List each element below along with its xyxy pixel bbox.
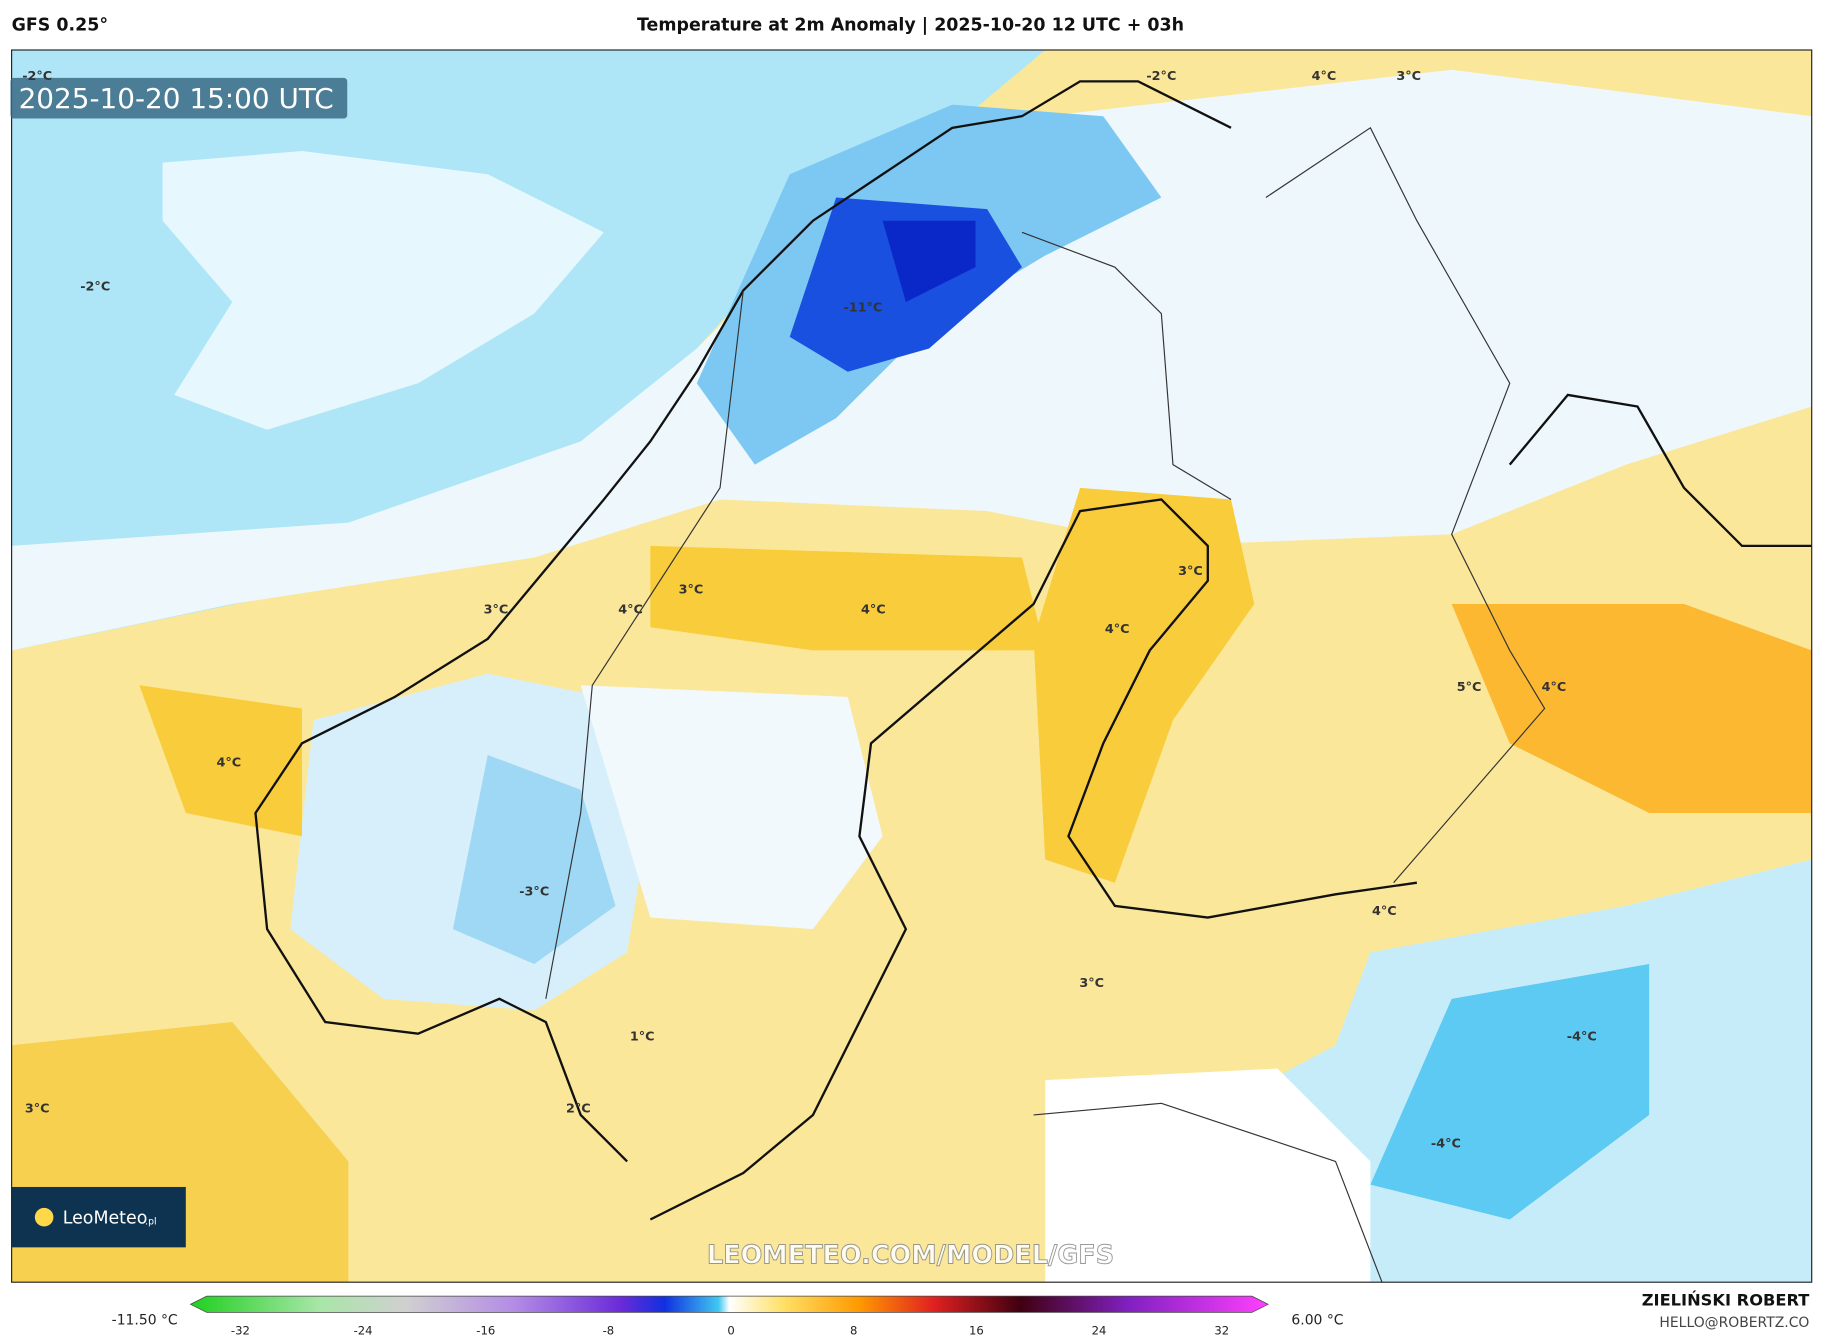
map-label: 4°C xyxy=(1312,69,1337,84)
map-label: 4°C xyxy=(1105,622,1130,637)
author-email: HELLO@ROBERTZ.CO xyxy=(1659,1315,1809,1331)
map-label: -2°C xyxy=(80,279,110,294)
borders xyxy=(545,126,1546,1283)
colorbar-tick-label: 16 xyxy=(969,1323,984,1337)
map-label: 4°C xyxy=(1372,904,1397,919)
logo-suffix: .pl xyxy=(145,1216,156,1227)
map-label: -2°C xyxy=(22,69,52,84)
map-label: 4°C xyxy=(618,602,643,617)
map-label: -4°C xyxy=(1431,1136,1461,1151)
map-label: 3°C xyxy=(679,583,704,598)
map-label: 4°C xyxy=(216,756,241,771)
map-label: 5°C xyxy=(1457,680,1482,695)
map-label: 3°C xyxy=(25,1102,50,1117)
map-label: 1°C xyxy=(630,1030,655,1045)
colorbar-min: -11.50 °C xyxy=(112,1313,178,1329)
map-frame xyxy=(11,49,1813,1283)
map-label: -2°C xyxy=(1146,69,1176,84)
coastline xyxy=(254,80,1812,1221)
colorbar-max: 6.00 °C xyxy=(1291,1313,1343,1329)
map-label: 3°C xyxy=(1396,69,1421,84)
title: Temperature at 2m Anomaly | 2025-10-20 1… xyxy=(637,16,1184,36)
map-label: 4°C xyxy=(861,602,886,617)
model-name: GFS 0.25° xyxy=(12,16,108,36)
map-label: 3°C xyxy=(1178,564,1203,579)
map-label: 3°C xyxy=(1079,976,1104,991)
timestamp-box xyxy=(10,77,348,119)
logo-sun xyxy=(34,1207,54,1227)
map-label: -4°C xyxy=(1567,1030,1597,1045)
map-label: -11°C xyxy=(843,300,882,315)
map-label: -3°C xyxy=(519,884,549,899)
colorbar-tick-label: -32 xyxy=(231,1323,250,1337)
colorbar xyxy=(189,1295,1269,1313)
map-label: 4°C xyxy=(1542,680,1567,695)
colorbar-tick-label: 24 xyxy=(1092,1323,1107,1337)
colorbar-tick-label: -24 xyxy=(354,1323,373,1337)
colorbar-tick-label: -8 xyxy=(603,1323,615,1337)
logo-name: LeoMeteo xyxy=(63,1208,148,1228)
map-label: 2°C xyxy=(566,1102,591,1117)
colorbar-tick-label: 32 xyxy=(1214,1323,1229,1337)
watermark: LEOMETEO.COM/MODEL/GFS xyxy=(707,1241,1114,1271)
timestamp: 2025-10-20 15:00 UTC xyxy=(19,82,334,115)
colorbar-tick-label: -16 xyxy=(476,1323,495,1337)
map-field xyxy=(11,49,1812,1283)
colorbar-tick-label: 8 xyxy=(850,1323,857,1337)
author-name: ZIELIŃSKI ROBERT xyxy=(1642,1290,1810,1309)
map-label: 3°C xyxy=(484,602,509,617)
colorbar-tick-label: 0 xyxy=(727,1323,734,1337)
